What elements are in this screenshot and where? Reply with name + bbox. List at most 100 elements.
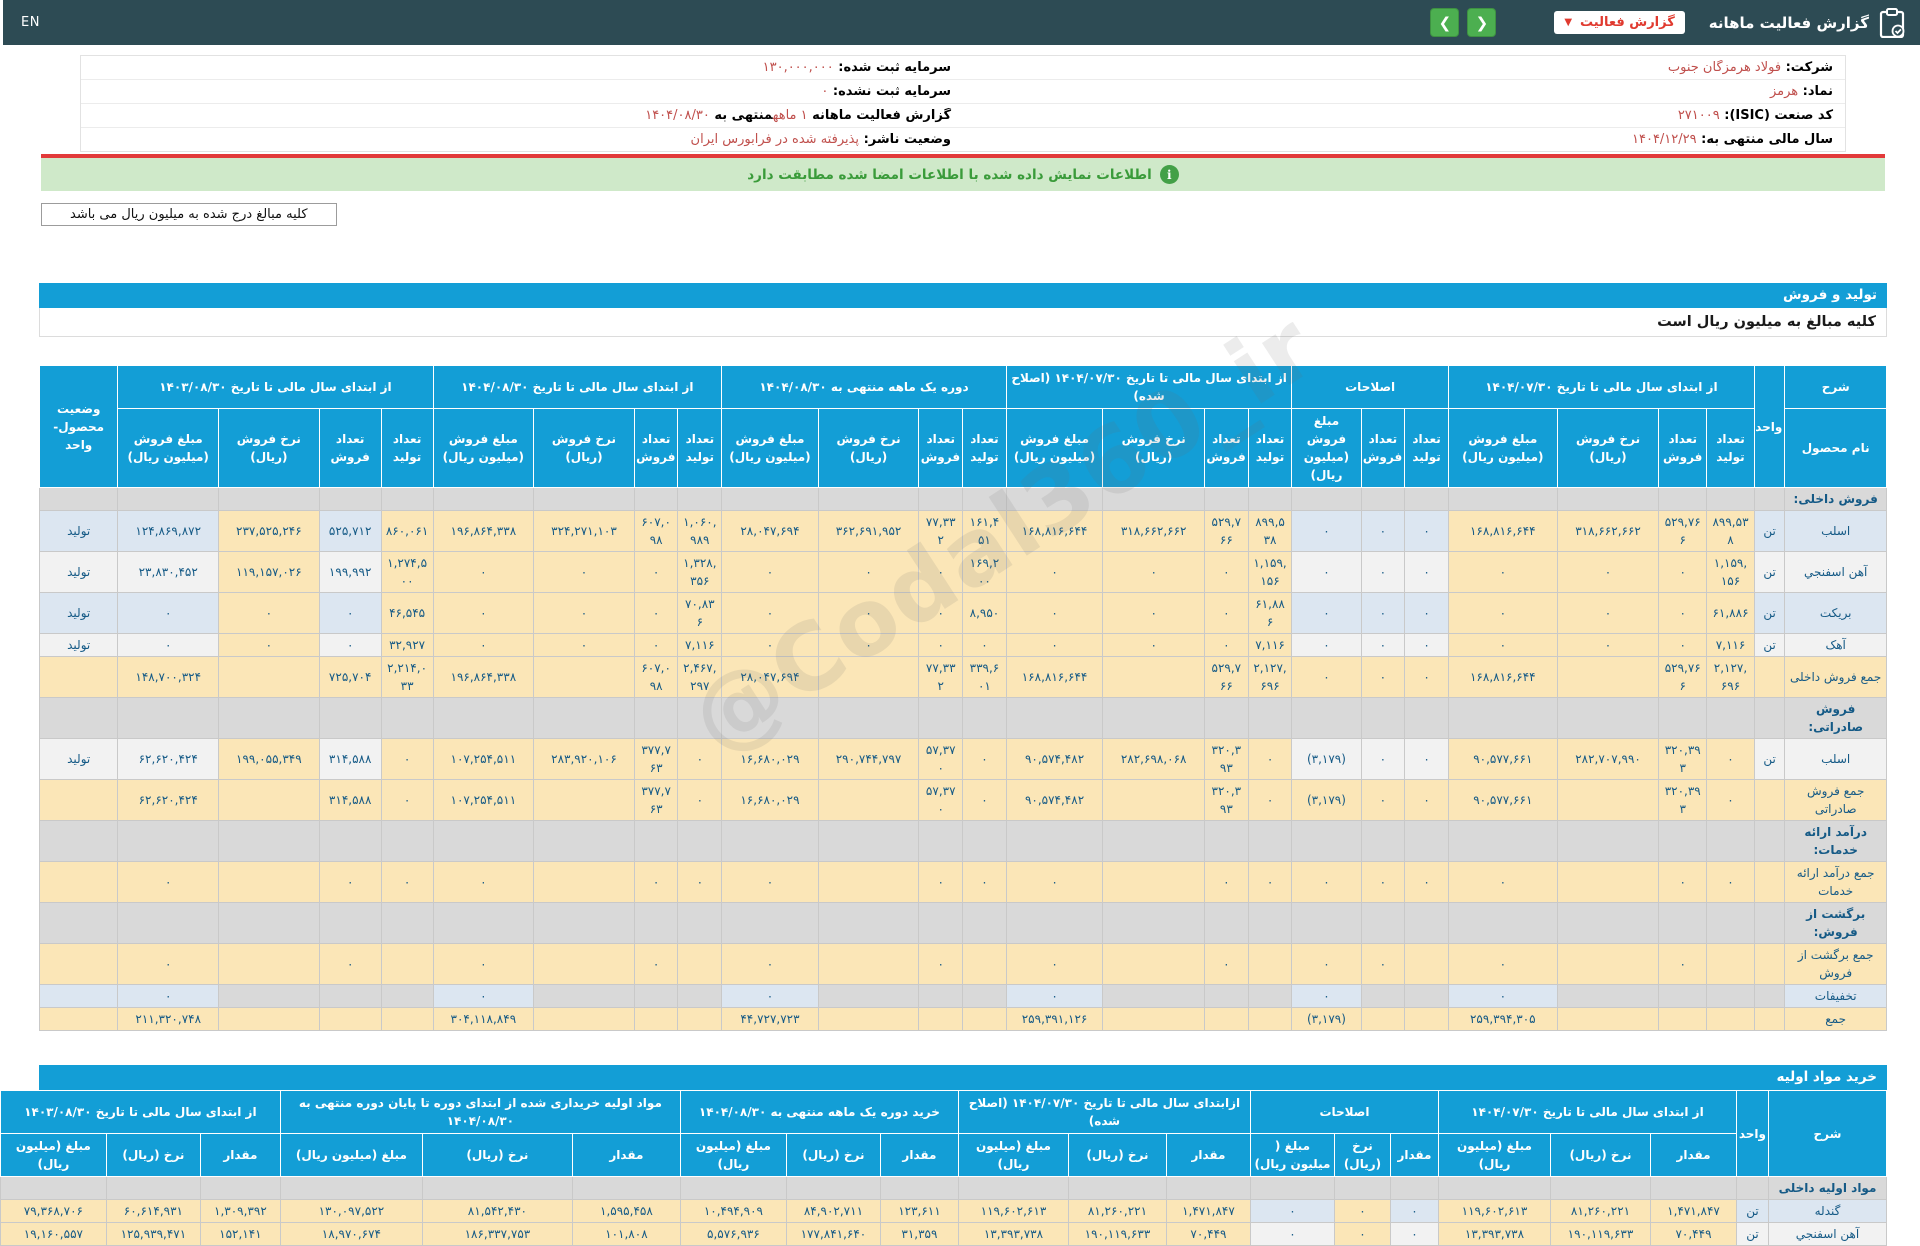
company-info-table: شرکت: فولاد هرمزگان جنوب سرمایه ثبت شده: … (77, 55, 1843, 152)
table-cell (815, 657, 916, 698)
column-header: نرخ فروش (ریال) (815, 409, 916, 488)
unit-cell (1751, 944, 1781, 985)
table-cell: ۳۷۷,۷۶۳ (631, 780, 675, 821)
table-cell (1402, 488, 1446, 511)
table-cell (815, 985, 916, 1008)
raw-materials-table: شرح واحد از ابتدای سال مالی تا تاریخ ۱۴۰۴/… (0, 1090, 1884, 1246)
table-cell (1704, 903, 1752, 944)
table-cell: ۰ (1402, 780, 1446, 821)
table-cell: ۱۲۴,۸۶۹,۸۷۲ (115, 511, 216, 552)
table-cell (916, 821, 960, 862)
table-cell: ۲۹۰,۷۴۴,۷۹۷ (815, 739, 916, 780)
table-cell (430, 903, 531, 944)
table-cell: ۰ (1402, 634, 1446, 657)
info-value[interactable]: هرمز (1767, 84, 1795, 99)
table-cell: ۱۲۵,۹۳۹,۴۷۱ (103, 1223, 197, 1246)
report-type-dropdown[interactable]: گزارش فعالیت ▼ (1551, 11, 1681, 34)
table-cell: ۲,۲۱۴,۰۳۳ (378, 657, 430, 698)
table-cell: ۰ (1445, 634, 1554, 657)
next-report-button[interactable]: ❯ (1427, 8, 1456, 37)
table-cell: ۹۰,۵۷۷,۶۶۱ (1445, 739, 1554, 780)
column-header: تعداد تولید (1704, 409, 1752, 488)
table-cell (960, 821, 1004, 862)
table-cell (916, 698, 960, 739)
row-label: گندله (1766, 1200, 1884, 1223)
column-header: مقدار (877, 1134, 955, 1177)
info-label: سرمایه ثبت شده: (831, 60, 948, 75)
table-cell: ۲۱۱,۳۲۰,۷۴۸ (115, 1008, 216, 1031)
table-cell: ۳۲۰,۳۹۳ (1201, 739, 1245, 780)
table-cell: ۰ (1358, 739, 1402, 780)
table-cell (1554, 698, 1656, 739)
table-cell (1656, 698, 1704, 739)
table-cell: ۲۸۲,۷۰۷,۹۹۰ (1554, 739, 1656, 780)
column-header: نرخ (ریال) (1331, 1134, 1387, 1177)
table-cell: ۱۰۷,۲۵۴,۵۱۱ (430, 739, 531, 780)
info-value: ۱۴۰۴/۱۲/۲۹ (1629, 132, 1694, 147)
table-cell: ۰ (1704, 862, 1752, 903)
table-cell (960, 1008, 1004, 1031)
table-cell: ۲۸,۰۴۷,۶۹۴ (719, 657, 816, 698)
table-cell (1245, 488, 1289, 511)
table-cell (1100, 488, 1202, 511)
column-header: مبلغ فروش (میلیون ریال) (115, 409, 216, 488)
prev-report-button[interactable]: ❮ (1464, 8, 1493, 37)
table-cell (103, 1177, 197, 1200)
table-cell (1100, 944, 1202, 985)
table-cell: (۳,۱۷۹) (1289, 739, 1358, 780)
status-cell (37, 780, 115, 821)
table-cell: ۱۶۸,۸۱۶,۶۴۴ (1003, 511, 1100, 552)
table-cell (675, 488, 719, 511)
table-cell: ۰ (719, 985, 816, 1008)
info-value[interactable]: فولاد هرمزگان جنوب (1665, 60, 1778, 75)
table-cell (675, 903, 719, 944)
column-header: مبلغ ( میلیون ریال) (1247, 1134, 1331, 1177)
table-cell: ۷,۱۱۶ (1704, 634, 1752, 657)
table-cell: ۰ (1358, 552, 1402, 593)
table-cell: ۰ (916, 552, 960, 593)
info-row: شرکت: فولاد هرمزگان جنوب سرمایه ثبت شده: … (78, 56, 1842, 80)
table-cell (1445, 903, 1554, 944)
table-cell: ۱۰,۴۹۴,۹۰۹ (677, 1200, 783, 1223)
table-cell (1289, 903, 1358, 944)
table-cell (675, 944, 719, 985)
table-cell: ۰ (115, 944, 216, 985)
unit-cell: تن (1751, 634, 1781, 657)
table-cell (1402, 1008, 1446, 1031)
table-cell (1100, 821, 1202, 862)
table-cell (1435, 1177, 1547, 1200)
table-cell (378, 944, 430, 985)
table-cell: ۳۱۴,۵۸۸ (316, 739, 378, 780)
column-header: نرخ فروش (ریال) (531, 409, 632, 488)
info-cell-left: گزارش فعالیت ماهانه ۱ ماههمنتهی به ۱۴۰۴/… (78, 108, 960, 123)
column-header: نرخ فروش (ریال) (1554, 409, 1656, 488)
table-cell (1358, 903, 1402, 944)
column-header: مقدار (1163, 1134, 1247, 1177)
table-cell (1245, 821, 1289, 862)
table-cell: ۰ (1656, 593, 1704, 634)
table-cell: ۰ (1358, 944, 1402, 985)
table-cell (1201, 488, 1245, 511)
status-cell: تولید (37, 593, 115, 634)
table-cell: ۰ (1289, 985, 1358, 1008)
info-label: کد صنعت (ISIC): (1717, 108, 1830, 123)
table-cell: ۰ (815, 552, 916, 593)
table-cell: ۰ (1387, 1223, 1435, 1246)
table-cell: ۷۲۵,۷۰۴ (316, 657, 378, 698)
language-toggle[interactable]: EN (18, 15, 37, 30)
column-group-header: اصلاحات (1289, 366, 1446, 409)
unit-cell (1751, 821, 1781, 862)
table-cell (531, 698, 632, 739)
table-cell (1163, 1177, 1247, 1200)
table-cell: ۰ (631, 552, 675, 593)
table-cell: ۰ (960, 862, 1004, 903)
column-header: تعداد فروش (316, 409, 378, 488)
table-cell: ۸۶۰,۰۶۱ (378, 511, 430, 552)
table-cell (916, 903, 960, 944)
table-cell: ۰ (815, 593, 916, 634)
table-cell: ۳۳۹,۶۰۱ (960, 657, 1004, 698)
table-cell (1656, 985, 1704, 1008)
table-cell (719, 488, 816, 511)
column-header-unit: واحد (1751, 366, 1781, 488)
table-cell: ۱۶,۶۸۰,۰۲۹ (719, 739, 816, 780)
